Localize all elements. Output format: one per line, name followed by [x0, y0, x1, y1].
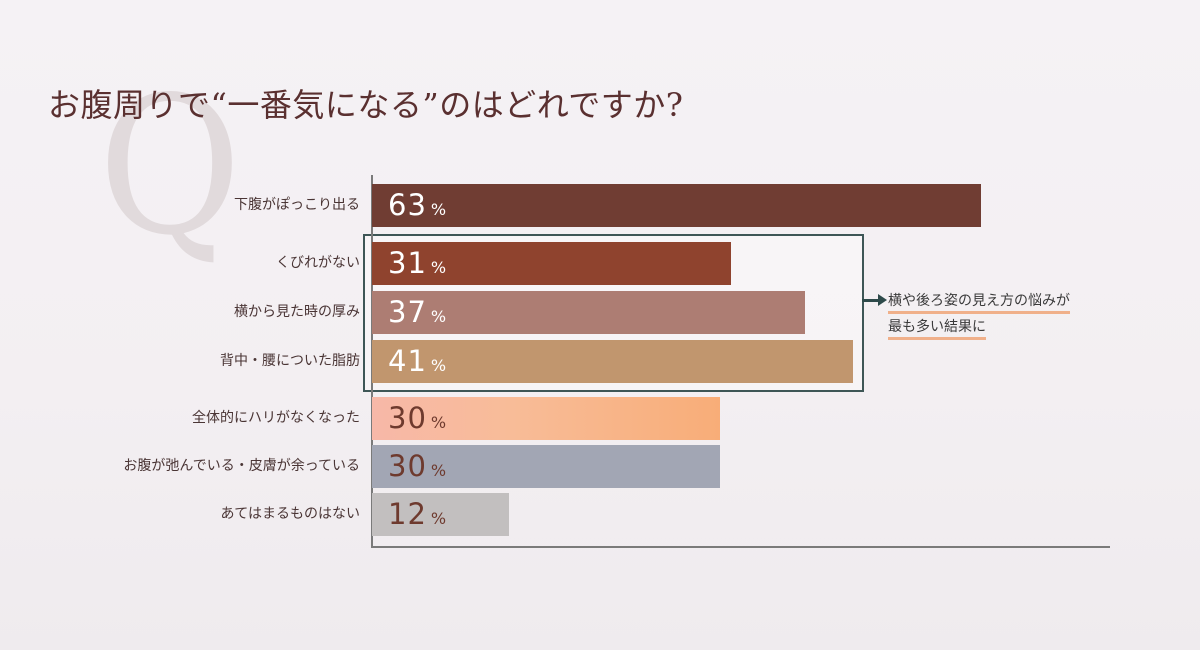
bar-30-firmness: 30%: [372, 397, 720, 440]
bar-unit: %: [430, 307, 447, 326]
bar-value: 12: [388, 497, 427, 531]
annotation-line-2: 最も多い結果に: [888, 317, 986, 340]
bar-63: 63%: [372, 184, 981, 227]
bar-value: 30: [388, 401, 427, 435]
bar-12: 12%: [372, 493, 509, 536]
arrow-right-icon-line: [862, 299, 880, 302]
bar-value: 37: [388, 295, 427, 329]
annotation-line-1: 横や後ろ姿の見え方の悩みが: [888, 291, 1070, 314]
x-axis-line: [371, 546, 1110, 548]
bar-41: 41%: [372, 340, 853, 383]
chart-title: お腹周りで“一番気になる”のはどれですか?: [48, 86, 684, 124]
bar-unit: %: [430, 258, 447, 277]
category-label: お腹が弛んでいる・皮膚が余っている: [123, 458, 360, 474]
category-label: あてはまるものはない: [220, 506, 360, 522]
annotation-note: 横や後ろ姿の見え方の悩みが 最も多い結果に: [888, 288, 1070, 340]
bar-unit: %: [430, 356, 447, 375]
y-axis-line: [371, 175, 373, 547]
bar-37: 37%: [372, 291, 805, 334]
category-label: 背中・腰についた脂肪: [220, 353, 360, 369]
bar-value: 63: [388, 188, 427, 222]
arrow-right-icon: [878, 294, 887, 306]
category-label: 全体的にハリがなくなった: [192, 410, 360, 426]
bar-unit: %: [430, 509, 447, 528]
bar-value: 31: [388, 246, 427, 280]
bar-unit: %: [430, 413, 447, 432]
bar-30-sagging: 30%: [372, 445, 720, 488]
category-label: 下腹がぽっこり出る: [234, 197, 360, 213]
bar-value: 41: [388, 344, 427, 378]
category-label: くびれがない: [276, 255, 360, 271]
bar-unit: %: [430, 200, 447, 219]
bar-value: 30: [388, 449, 427, 483]
bar-31: 31%: [372, 242, 731, 285]
bar-unit: %: [430, 461, 447, 480]
category-label: 横から見た時の厚み: [234, 304, 360, 320]
